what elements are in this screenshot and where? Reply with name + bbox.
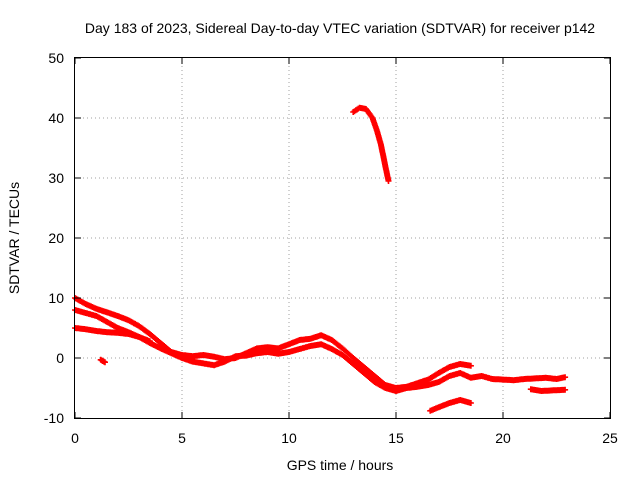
- series-track-1: [72, 295, 474, 391]
- data-marks: [72, 104, 569, 414]
- series-markers: [72, 307, 569, 394]
- y-tick-label: 30: [48, 170, 64, 186]
- y-axis-ticks: -10 0 10 20 30 40 50: [44, 50, 610, 426]
- series-track-7: [527, 386, 569, 394]
- x-tick-label: 5: [178, 430, 186, 446]
- x-tick-label: 20: [495, 430, 511, 446]
- series-markers: [72, 295, 474, 391]
- series-markers: [527, 386, 569, 394]
- plot-frame: [74, 57, 611, 419]
- series-markers: [97, 356, 108, 366]
- x-tick-label: 10: [281, 430, 297, 446]
- x-axis-label: GPS time / hours: [287, 457, 394, 473]
- x-tick-label: 0: [71, 430, 79, 446]
- chart-title: Day 183 of 2023, Sidereal Day-to-day VTE…: [85, 20, 595, 36]
- y-tick-label: 20: [48, 230, 64, 246]
- y-axis-label: SDTVAR / TECUs: [6, 182, 22, 294]
- x-tick-label: 25: [602, 430, 618, 446]
- series-track-6: [427, 397, 474, 414]
- x-axis-ticks: 0 5 10 15 20 25: [71, 58, 618, 446]
- y-tick-label: 50: [48, 50, 64, 66]
- y-tick-label: 10: [48, 290, 64, 306]
- y-tick-label: 0: [56, 350, 64, 366]
- series-track-2: [72, 307, 569, 394]
- series-markers: [427, 397, 474, 414]
- series-markers: [350, 104, 392, 184]
- series-track-4: [97, 356, 108, 366]
- x-tick-label: 15: [388, 430, 404, 446]
- y-tick-label: -10: [44, 410, 64, 426]
- y-tick-label: 40: [48, 110, 64, 126]
- grid-lines: [75, 58, 610, 418]
- series-track-5: [350, 104, 392, 184]
